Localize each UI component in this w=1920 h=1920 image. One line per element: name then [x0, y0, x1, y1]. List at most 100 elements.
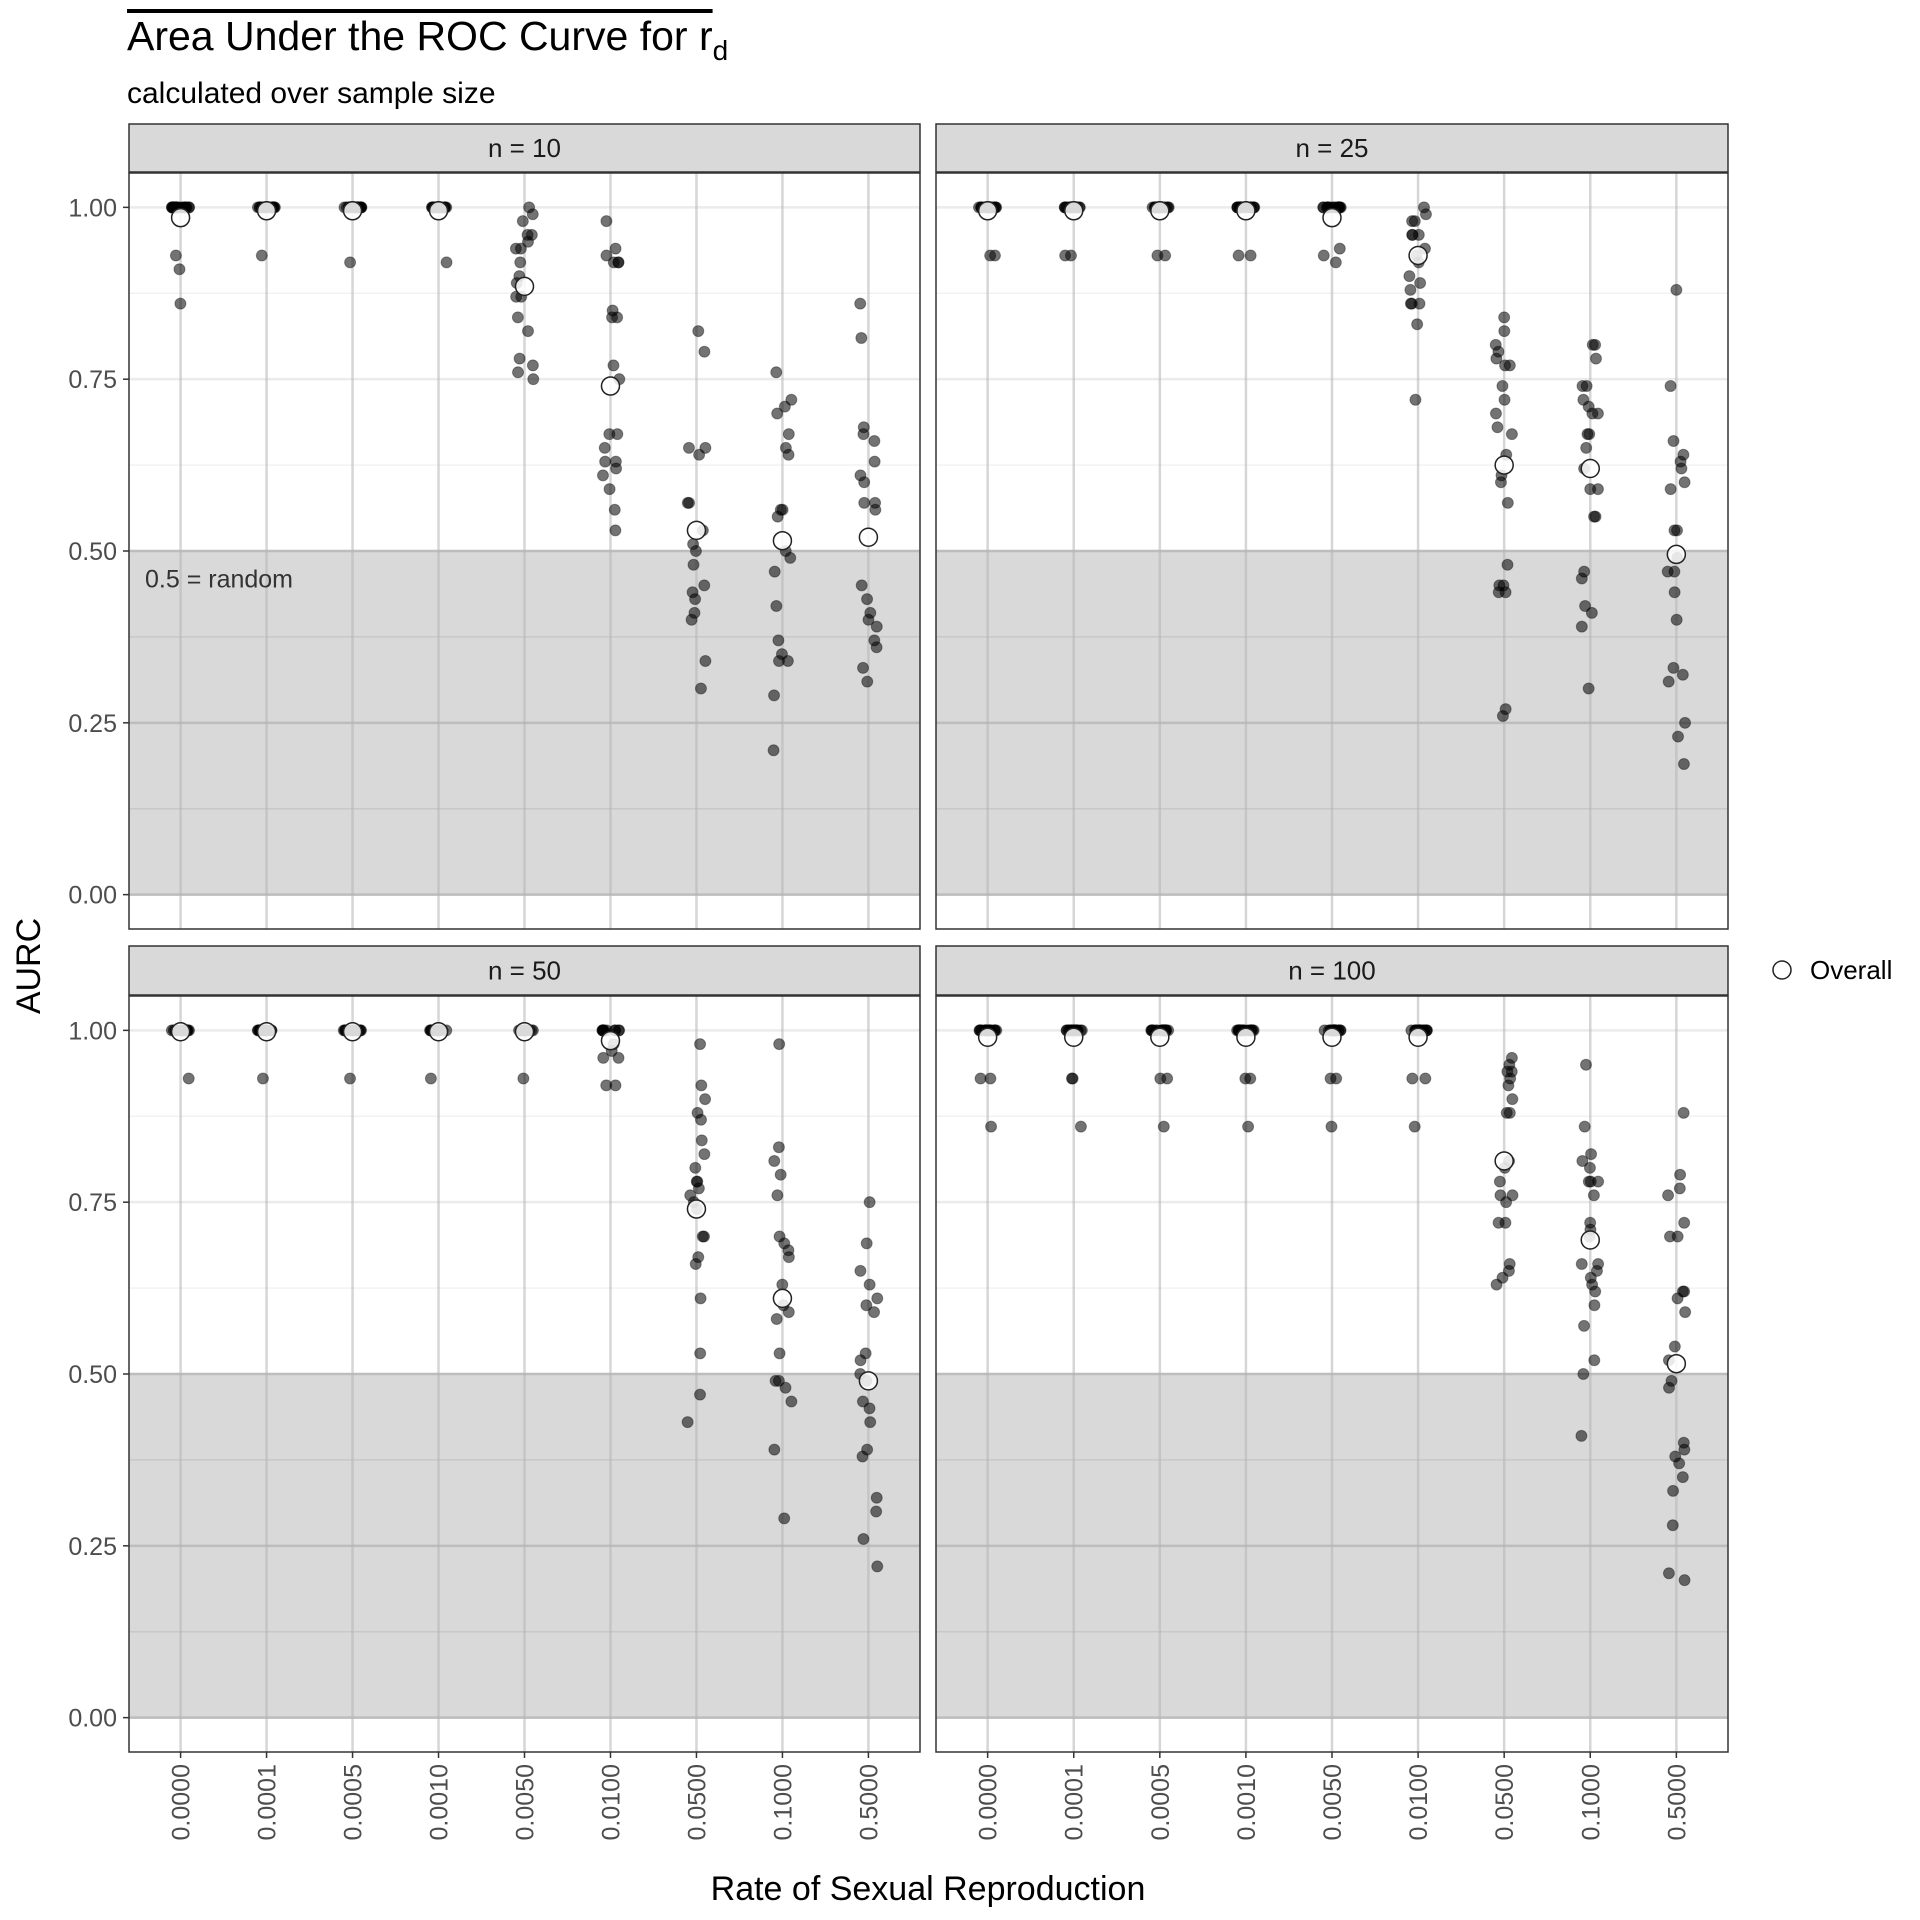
y-tick-label: 0.50	[68, 538, 117, 566]
data-point	[771, 1189, 784, 1202]
data-point	[869, 503, 882, 516]
data-point	[694, 1388, 707, 1401]
data-point	[169, 249, 182, 262]
y-tick-label: 0.00	[68, 882, 117, 910]
overall-point	[1494, 1151, 1514, 1171]
y-tick-label: 1.00	[68, 1017, 117, 1045]
data-point	[870, 641, 883, 654]
x-tick-label: 0.0050	[1319, 1764, 1347, 1840]
data-point	[522, 235, 535, 248]
data-point	[1494, 476, 1507, 489]
data-point	[1589, 1285, 1602, 1298]
data-point	[696, 1230, 709, 1243]
data-point	[182, 1072, 195, 1085]
data-point	[424, 1072, 437, 1085]
data-point	[1496, 380, 1509, 393]
facet-strip-label: n = 10	[488, 133, 561, 163]
overall-point	[1666, 544, 1687, 565]
data-point	[511, 366, 524, 379]
facet-strip	[935, 123, 1729, 173]
data-point	[854, 1264, 867, 1277]
data-point	[699, 654, 712, 667]
data-point	[1588, 1354, 1601, 1367]
data-point	[1580, 441, 1593, 454]
data-point	[1679, 1306, 1692, 1319]
overall-point	[256, 1021, 277, 1042]
data-point	[1408, 1120, 1421, 1133]
data-point	[1490, 352, 1503, 365]
data-point	[693, 448, 706, 461]
legend-overall-label: Overall	[1810, 955, 1892, 985]
data-point	[773, 654, 786, 667]
data-point	[1242, 1120, 1255, 1133]
data-point	[1151, 249, 1164, 262]
data-point	[770, 1313, 783, 1326]
x-tick-label: 0.0000	[975, 1764, 1003, 1840]
data-point	[854, 297, 867, 310]
data-point	[514, 256, 527, 269]
data-point	[857, 428, 870, 441]
x-tick-label: 0.0001	[254, 1764, 282, 1840]
data-point	[1406, 1072, 1419, 1085]
data-point	[1502, 1079, 1515, 1092]
data-point	[768, 1443, 781, 1456]
overall-point	[858, 527, 879, 548]
data-point	[1662, 675, 1675, 688]
data-point	[1679, 716, 1692, 729]
data-point	[854, 1354, 867, 1367]
data-point	[1673, 1457, 1686, 1470]
overall-point	[1494, 455, 1514, 475]
data-point	[694, 682, 707, 695]
data-point	[1498, 325, 1511, 338]
overall-point	[600, 376, 621, 396]
data-point	[256, 1072, 269, 1085]
y-axis-title: AURC	[10, 918, 48, 1014]
overall-point	[1150, 1027, 1170, 1047]
data-point	[1317, 249, 1330, 262]
data-point	[698, 1148, 711, 1161]
data-point	[1589, 352, 1602, 365]
data-point	[1411, 318, 1424, 331]
data-point	[1244, 1072, 1257, 1085]
x-tick-label: 0.0500	[1491, 1764, 1519, 1840]
data-point	[1498, 393, 1511, 406]
data-point	[1668, 586, 1681, 599]
data-point	[1491, 421, 1504, 434]
data-point	[1325, 1120, 1338, 1133]
data-point	[864, 1416, 877, 1429]
data-point	[1575, 1429, 1588, 1442]
data-point	[774, 1168, 787, 1181]
chart-title-text: Area Under the ROC Curve for r	[127, 13, 713, 59]
overall-point	[342, 1021, 363, 1042]
data-point	[768, 565, 781, 578]
data-point	[1244, 249, 1257, 262]
x-tick-label: 0.0005	[340, 1764, 368, 1840]
data-point	[1663, 1230, 1676, 1243]
data-point	[1577, 1368, 1590, 1380]
data-point	[689, 1161, 702, 1174]
data-point	[603, 483, 616, 496]
data-point	[772, 1374, 785, 1387]
data-point	[1674, 1168, 1687, 1181]
data-point	[255, 249, 268, 262]
x-tick-label: 0.0500	[683, 1764, 711, 1840]
facet-strip	[128, 945, 921, 996]
data-point	[1065, 249, 1078, 262]
data-point	[1668, 1340, 1681, 1353]
data-point	[1677, 758, 1690, 771]
data-point	[1500, 1196, 1513, 1209]
data-point	[681, 1416, 694, 1429]
x-tick-label: 0.0000	[168, 1764, 196, 1840]
data-point	[855, 579, 868, 592]
data-point	[695, 1134, 708, 1147]
data-point	[1496, 709, 1509, 722]
data-point	[1576, 1154, 1589, 1167]
overall-point	[977, 1027, 998, 1047]
facet-strip-label: n = 50	[488, 956, 561, 986]
overall-point	[1063, 1027, 1084, 1047]
data-point	[1419, 1072, 1432, 1085]
data-point	[1585, 1148, 1598, 1161]
data-point	[689, 593, 702, 606]
data-point	[767, 744, 780, 757]
chart-title-subscript: d	[712, 35, 729, 66]
